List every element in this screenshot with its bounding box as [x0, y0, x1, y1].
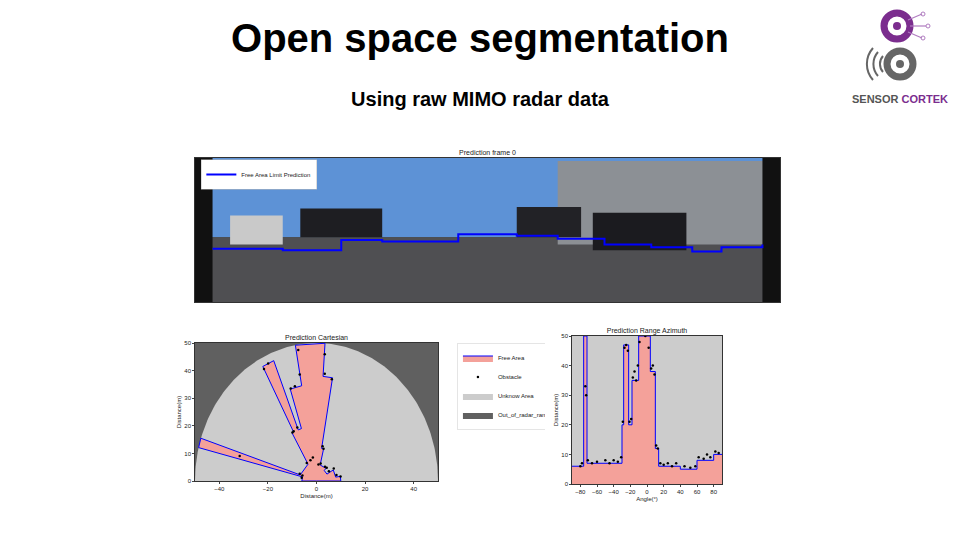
svg-text:40: 40: [410, 486, 417, 492]
svg-text:20: 20: [362, 486, 369, 492]
svg-text:−20: −20: [263, 486, 274, 492]
svg-text:Distance(m): Distance(m): [553, 394, 559, 426]
svg-text:0: 0: [188, 478, 192, 484]
svg-text:20: 20: [184, 423, 191, 429]
svg-text:Distance(m): Distance(m): [300, 493, 332, 499]
svg-text:Angle(°): Angle(°): [636, 496, 658, 502]
svg-text:Prediction frame 0: Prediction frame 0: [459, 149, 516, 156]
svg-text:30: 30: [561, 392, 568, 398]
svg-text:50: 50: [561, 333, 568, 339]
html-text:Open space segmentation: Open space segmentation: [231, 16, 729, 60]
html-text:Using raw MIMO radar data: Using raw MIMO radar data: [351, 88, 609, 110]
svg-text:Out_of_radar_range: Out_of_radar_range: [498, 412, 553, 418]
svg-text:50: 50: [184, 340, 191, 346]
svg-text:40: 40: [184, 368, 191, 374]
svg-text:−60: −60: [592, 489, 603, 495]
svg-text:Unknow Area: Unknow Area: [498, 393, 534, 399]
svg-text:10: 10: [184, 451, 191, 457]
svg-text:80: 80: [710, 489, 717, 495]
html-text:SENSOR CORTEK: SENSOR CORTEK: [852, 93, 948, 105]
svg-text:0: 0: [315, 486, 319, 492]
svg-text:40: 40: [677, 489, 684, 495]
svg-text:−40: −40: [214, 486, 225, 492]
svg-text:20: 20: [660, 489, 667, 495]
svg-text:Free Area Limit Prediction: Free Area Limit Prediction: [241, 172, 310, 178]
svg-text:Free Area: Free Area: [498, 355, 525, 361]
svg-text:Prediction Range Azimuth: Prediction Range Azimuth: [607, 327, 688, 335]
svg-text:Obstacle: Obstacle: [498, 374, 522, 380]
svg-text:−20: −20: [625, 489, 636, 495]
svg-text:30: 30: [184, 395, 191, 401]
svg-text:Distance(m): Distance(m): [176, 396, 182, 428]
svg-text:0: 0: [565, 481, 569, 487]
svg-text:40: 40: [561, 363, 568, 369]
svg-text:−80: −80: [575, 489, 586, 495]
svg-text:60: 60: [694, 489, 701, 495]
svg-text:20: 20: [561, 422, 568, 428]
svg-text:0: 0: [645, 489, 649, 495]
svg-text:10: 10: [561, 452, 568, 458]
svg-text:−40: −40: [609, 489, 620, 495]
svg-text:Prediction Cartesian: Prediction Cartesian: [285, 334, 348, 341]
